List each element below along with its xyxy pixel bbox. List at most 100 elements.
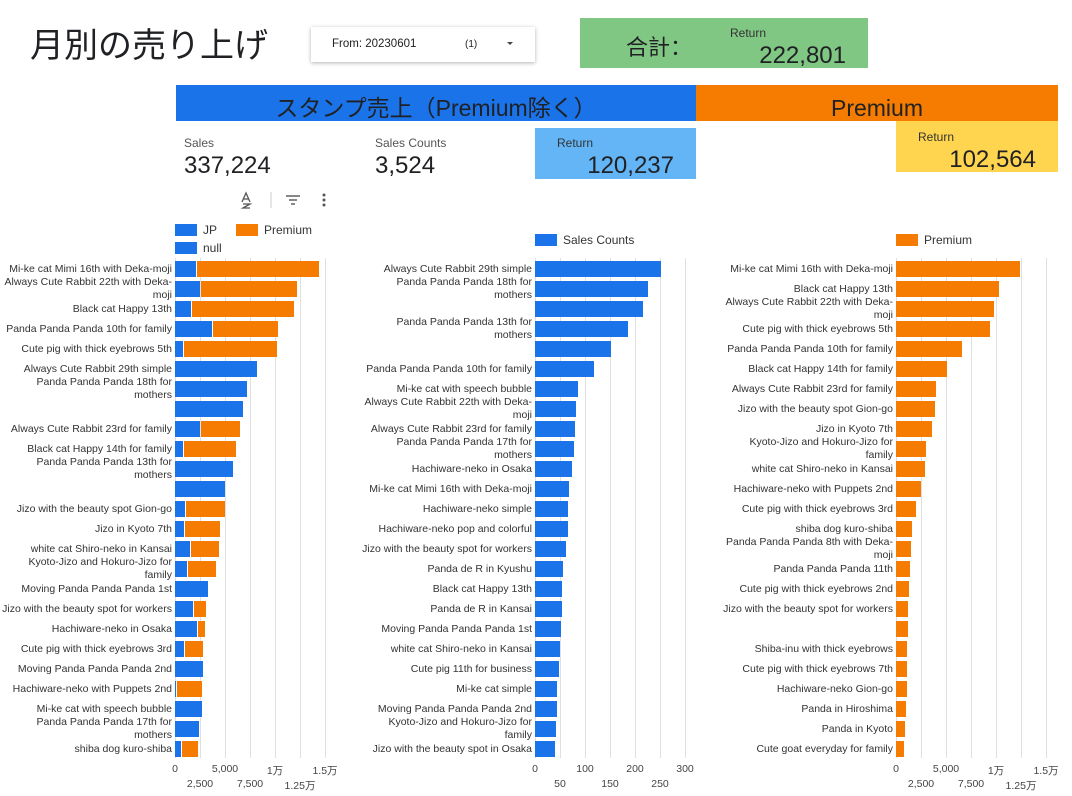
category-label: Hachiware-neko Gion-go: [776, 682, 893, 695]
category-label: Hachiware-neko in Osaka: [411, 462, 532, 475]
bar: [194, 601, 206, 617]
x-tick-label: 200: [626, 763, 644, 775]
x-tick-label: 1.25万: [284, 780, 316, 792]
bar: [896, 501, 916, 517]
bar: [535, 381, 578, 397]
bar: [175, 561, 187, 577]
category-label: Always Cute Rabbit 23rd for family: [731, 382, 893, 395]
bar: [896, 601, 908, 617]
bar: [535, 541, 566, 557]
category-label: Cute goat everyday for family: [756, 742, 893, 755]
category-label: Panda Panda Panda 10th for family: [6, 322, 172, 335]
category-label: Black cat Happy 14th for family: [748, 362, 893, 375]
filter-icon[interactable]: [286, 195, 300, 205]
x-tick-label: 50: [554, 778, 566, 790]
bar: [535, 701, 557, 717]
bar: [198, 621, 205, 637]
scorecard-value: 120,237: [587, 152, 674, 179]
x-tick-label: 5,000: [932, 763, 960, 775]
bar: [896, 561, 910, 577]
x-tick-label: 1.5万: [1033, 765, 1059, 777]
bar: [896, 721, 905, 737]
scorecard-label: Sales Counts: [375, 136, 447, 150]
x-tick-label: 1.25万: [1005, 780, 1037, 792]
dropdown-caret: [507, 42, 513, 45]
category-label: Panda Panda Panda 11th: [773, 562, 894, 575]
bar: [535, 581, 562, 597]
category-label: Cute pig with thick eyebrows 3rd: [20, 642, 172, 655]
bar: [175, 401, 243, 417]
category-label: Cute pig with thick eyebrows 7th: [742, 662, 893, 675]
x-tick-label: 1万: [266, 765, 284, 777]
bar: [535, 301, 643, 317]
category-label: shiba dog kuro-shiba: [795, 522, 893, 535]
bar: [535, 661, 559, 677]
scorecard-label: Return: [918, 130, 955, 144]
bar: [535, 721, 556, 737]
bar: [197, 261, 319, 277]
bar: [175, 581, 208, 597]
category-label: Jizo with the beauty spot for workers: [723, 602, 893, 615]
category-label: Mi-ke cat with speech bubble: [396, 382, 532, 395]
bar: [185, 521, 220, 537]
bar: [896, 641, 907, 657]
bar: [896, 701, 906, 717]
category-label: Cute pig with thick eyebrows 2nd: [739, 582, 894, 595]
x-tick-label: 0: [172, 763, 178, 775]
x-tick-label: 1.5万: [312, 765, 338, 777]
scorecard-value: 3,524: [375, 152, 436, 179]
bar: [896, 421, 932, 437]
sort-icon[interactable]: [240, 191, 253, 209]
bar: [896, 341, 962, 357]
bar: [175, 301, 191, 317]
bar: [175, 281, 200, 297]
category-label: Moving Panda Panda Panda 2nd: [377, 702, 532, 715]
legend-swatch: [175, 242, 197, 254]
x-tick-label: 0: [893, 763, 899, 775]
bar: [175, 601, 193, 617]
legend-swatch: [535, 234, 557, 246]
grid-line: [300, 258, 301, 758]
total-box: 合計： Return 222,801: [580, 18, 868, 69]
category-label: Panda in Kyoto: [821, 722, 893, 735]
bar: [175, 341, 183, 357]
scorecard-box: Return 120,237: [535, 128, 696, 179]
legend-item: null: [175, 241, 222, 255]
filter-count: (1): [465, 39, 478, 50]
chart-toolbar: [240, 191, 326, 209]
scorecard-value: 102,564: [949, 146, 1036, 173]
date-filter[interactable]: From: 20230601 (1): [311, 27, 535, 62]
x-tick-label: 5,000: [211, 763, 239, 775]
more-icon[interactable]: [322, 193, 326, 207]
grid-line: [921, 258, 922, 758]
bar: [201, 281, 297, 297]
category-label: Hachiware-neko simple: [422, 502, 532, 515]
grid-line: [325, 258, 326, 758]
bar: [175, 481, 225, 497]
category-label: Always Cute Rabbit 22th with Deka-moji: [725, 296, 894, 321]
grid-line: [660, 258, 661, 758]
bar: [535, 561, 563, 577]
category-label: Kyoto-Jizo and Hokuro-Jizo for family: [28, 556, 172, 581]
total-value: 222,801: [759, 42, 846, 69]
legend-swatch: [236, 224, 258, 236]
category-label: Panda Panda Panda 13th for mothers: [396, 316, 532, 341]
bar: [175, 641, 184, 657]
category-label: Mi-ke cat Mimi 16th with Deka-moji: [730, 262, 893, 275]
bar: [188, 561, 216, 577]
bar: [175, 621, 197, 637]
bar: [896, 521, 912, 537]
category-label: Always Cute Rabbit 29th simple: [23, 362, 172, 375]
category-label: Always Cute Rabbit 23rd for family: [10, 422, 172, 435]
category-label: Panda Panda Panda 17th for mothers: [36, 716, 172, 741]
bar: [175, 501, 185, 517]
bar: [896, 681, 907, 697]
bar: [535, 421, 575, 437]
category-label: Mi-ke cat simple: [456, 682, 532, 695]
banner: スタンプ売上（Premium除く）: [176, 85, 696, 121]
category-label: Kyoto-Jizo and Hokuro-Jizo for family: [388, 716, 532, 741]
bar: [535, 641, 560, 657]
bar: [175, 321, 212, 337]
bar: [175, 721, 199, 737]
